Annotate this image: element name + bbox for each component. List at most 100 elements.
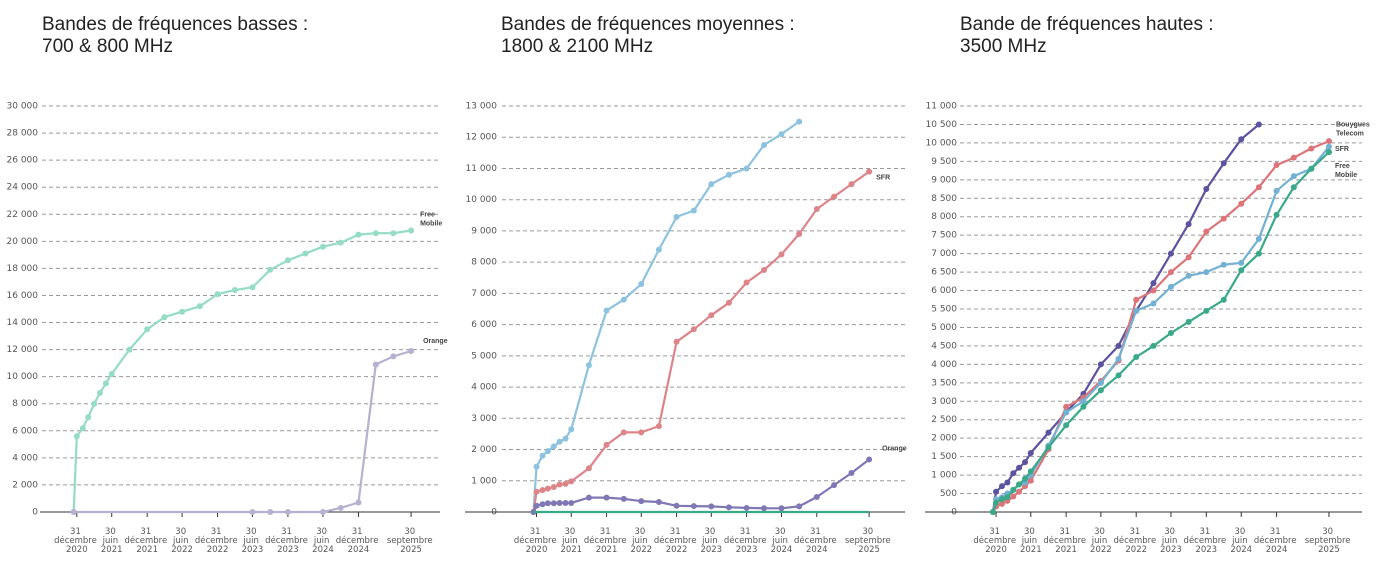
data-point [249,509,256,515]
data-point [96,389,103,396]
data-point [1273,211,1280,218]
data-point [1167,283,1174,290]
data-point [690,326,697,333]
x-tick-label: 31 décembre 2021 [1043,527,1088,555]
data-point [1308,165,1315,172]
data-point [284,257,291,264]
data-point [725,171,732,178]
y-tick-label: 4 000 [471,383,497,393]
series-label: SFR [876,175,890,182]
data-point [550,443,557,450]
data-point [1010,470,1017,477]
chart-title: Bandes de fréquences basses : [42,14,308,35]
y-tick-label: 500 [940,489,957,499]
x-tick-label: 31 décembre 2020 [973,527,1018,555]
data-point [319,243,326,250]
data-point [831,193,838,200]
data-point [998,496,1005,503]
data-point [1016,464,1023,471]
data-point [179,308,186,315]
data-point [533,463,540,470]
y-tick-label: 3 500 [931,378,957,388]
x-tick-label: 30 juin 2024 [771,527,793,555]
chart-subtitle: 700 & 800 MHz [42,36,173,57]
data-point [1150,300,1157,307]
data-point [1255,184,1262,191]
x-tick-label: 31 décembre 2023 [1184,527,1229,555]
y-tick-label: 12 000 [466,133,498,143]
y-tick-label: 24 000 [7,183,39,193]
data-point [1290,154,1297,161]
data-point [796,118,803,125]
x-tick-label: 31 décembre 2023 [724,527,769,555]
x-tick-label: 31 décembre 2021 [584,527,629,555]
x-tick-label: 30 juin 2021 [1020,527,1042,555]
data-point [690,207,697,214]
y-tick-label: 2 000 [931,434,957,444]
data-point [267,266,274,273]
y-tick-label: 4 000 [12,453,38,463]
y-tick-label: 7 000 [931,249,957,259]
y-tick-label: 6 000 [12,426,38,436]
data-point [1290,173,1297,180]
y-tick-label: 5 000 [931,323,957,333]
data-point [372,230,379,237]
series-label: Free Mobile [420,212,442,228]
data-point [638,498,645,505]
data-point [1273,187,1280,194]
y-tick-label: 18 000 [7,264,39,274]
data-point [544,485,551,492]
data-point [1167,269,1174,276]
data-point [813,206,820,213]
data-point [761,142,768,149]
data-point [1203,228,1210,235]
x-tick-label: 31 décembre 2022 [654,527,699,555]
data-point [79,425,86,432]
data-point [673,502,680,509]
data-point [603,307,610,314]
data-point [796,231,803,238]
series-line [72,229,412,513]
data-point [1325,149,1332,156]
data-point [655,499,662,506]
data-point [1220,296,1227,303]
data-point [1150,342,1157,349]
data-point [638,281,645,288]
data-point [161,314,168,321]
y-tick-label: 2 500 [931,415,957,425]
data-point [1290,184,1297,191]
x-tick-label: 30 juin 2022 [1090,527,1112,555]
y-tick-label: 1 000 [931,471,957,481]
data-point [989,509,996,515]
y-tick-label: 6 000 [931,286,957,296]
data-point [725,504,732,511]
y-tick-label: 8 000 [931,212,957,222]
x-tick-label: 30 juin 2024 [1230,527,1252,555]
data-point [993,488,1000,495]
data-point [556,481,563,488]
x-tick-label: 30 juin 2023 [700,527,722,555]
data-point [761,266,768,273]
y-tick-label: 9 000 [471,226,497,236]
data-point [544,448,551,455]
y-tick-label: 1 000 [471,476,497,486]
data-point [1022,459,1029,466]
data-point [743,165,750,172]
data-point [1097,387,1104,394]
series-line [532,458,870,513]
data-point [562,499,569,506]
data-point [1238,259,1245,266]
data-point [796,503,803,510]
y-tick-label: 10 500 [926,120,958,130]
data-point [1045,429,1052,436]
data-point [1045,444,1052,451]
data-point [673,213,680,220]
data-point [390,230,397,237]
x-tick-label: 30 juin 2021 [560,527,582,555]
data-point [1063,422,1070,429]
data-point [1325,138,1332,145]
data-point [585,494,592,501]
data-point [708,181,715,188]
y-tick-label: 10 000 [7,372,39,382]
